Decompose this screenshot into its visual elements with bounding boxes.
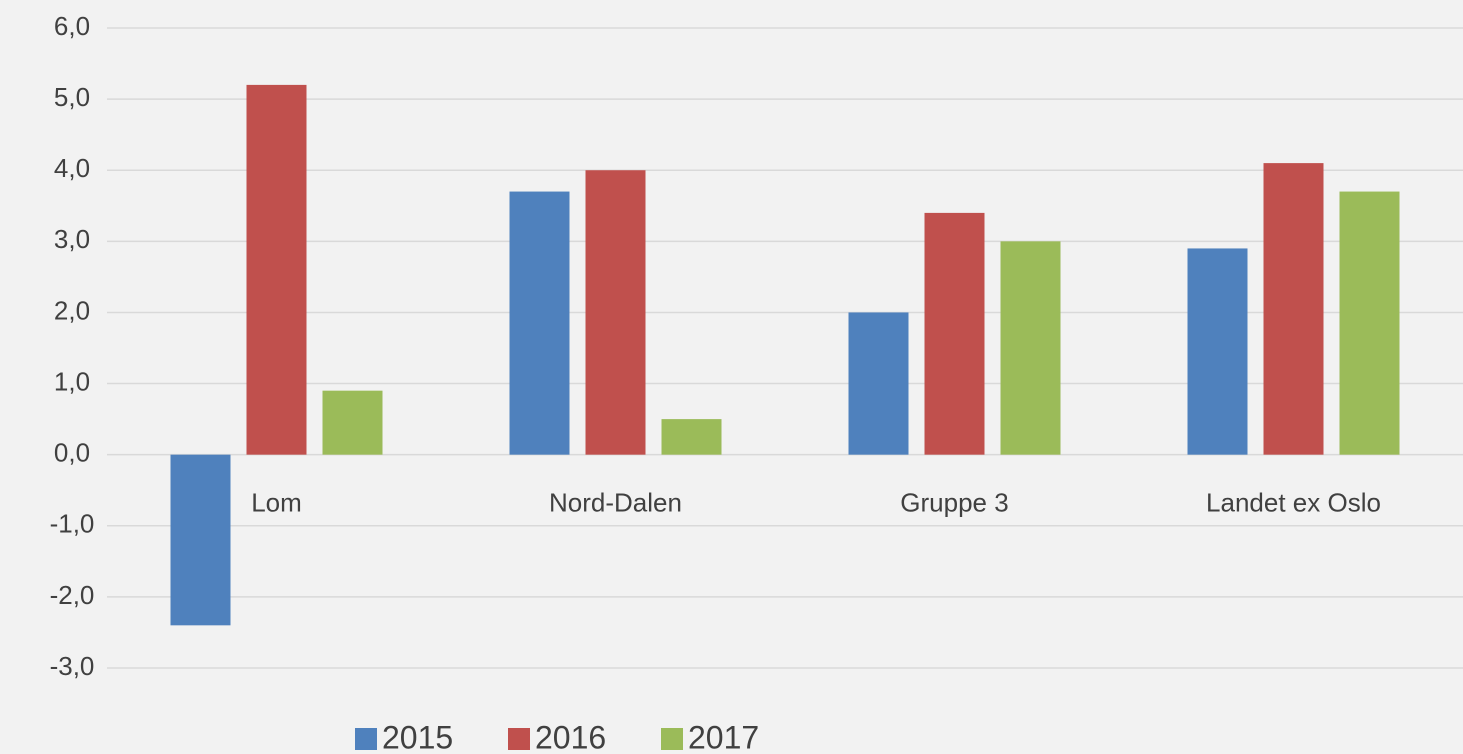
bar bbox=[170, 454, 231, 626]
legend-swatch bbox=[661, 728, 683, 750]
bar bbox=[1263, 163, 1324, 455]
y-tick-label: 0,0 bbox=[54, 438, 90, 468]
x-tick-label: Lom bbox=[251, 488, 302, 518]
legend-label: 2017 bbox=[688, 719, 759, 754]
y-tick-label: 6,0 bbox=[54, 11, 90, 41]
legend-swatch bbox=[355, 728, 377, 750]
bar bbox=[322, 390, 383, 455]
bar bbox=[848, 312, 909, 455]
bar bbox=[509, 191, 570, 455]
x-tick-label: Nord-Dalen bbox=[549, 488, 682, 518]
bar bbox=[1187, 248, 1248, 455]
bar bbox=[1000, 241, 1061, 455]
legend-label: 2015 bbox=[382, 719, 453, 754]
y-tick-label: 4,0 bbox=[54, 153, 90, 183]
x-tick-label: Landet ex Oslo bbox=[1206, 488, 1381, 518]
legend-swatch bbox=[508, 728, 530, 750]
y-tick-label: 2,0 bbox=[54, 295, 90, 325]
y-tick-label: -3,0 bbox=[50, 651, 95, 681]
bar bbox=[246, 84, 307, 455]
y-tick-label: -2,0 bbox=[50, 580, 95, 610]
bar bbox=[924, 212, 985, 455]
x-tick-label: Gruppe 3 bbox=[900, 488, 1008, 518]
bar bbox=[585, 170, 646, 455]
y-tick-label: 3,0 bbox=[54, 224, 90, 254]
bar bbox=[661, 419, 722, 455]
legend-label: 2016 bbox=[535, 719, 606, 754]
y-tick-label: -1,0 bbox=[50, 509, 95, 539]
y-tick-label: 1,0 bbox=[54, 366, 90, 396]
bar bbox=[1339, 191, 1400, 455]
y-tick-label: 5,0 bbox=[54, 82, 90, 112]
